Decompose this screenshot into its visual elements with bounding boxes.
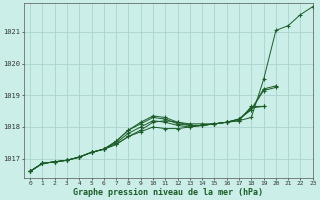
X-axis label: Graphe pression niveau de la mer (hPa): Graphe pression niveau de la mer (hPa) xyxy=(73,188,263,197)
